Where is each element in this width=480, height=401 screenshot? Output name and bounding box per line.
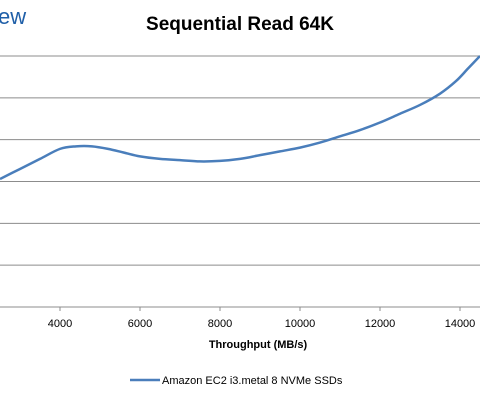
gridlines (0, 55, 480, 266)
legend-label: Amazon EC2 i3.metal 8 NVMe SSDs (162, 375, 343, 387)
series-line (0, 55, 480, 181)
x-tick-label: 8000 (208, 318, 232, 330)
x-axis-label: Throughput (MB/s) (209, 339, 308, 351)
chart-title-wrap: Sequential Read 64K (0, 14, 480, 36)
x-tick-label: 10000 (285, 318, 316, 330)
x-tick-label: 6000 (128, 318, 152, 330)
legend: Amazon EC2 i3.metal 8 NVMe SSDs (130, 375, 343, 387)
x-tick-label: 12000 (365, 318, 396, 330)
x-tick-label: 14000 (445, 318, 476, 330)
chart-title: Sequential Read 64K (146, 14, 334, 35)
series-layer (0, 55, 480, 181)
brand-logo-text: ew (0, 4, 27, 29)
x-tick-label: 4000 (48, 318, 72, 330)
x-tick-labels: 4000 6000 8000 10000 12000 14000 (48, 307, 476, 330)
